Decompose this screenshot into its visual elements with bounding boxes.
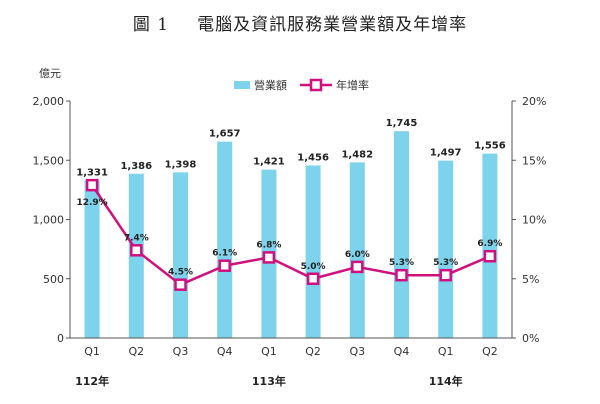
bar-value-label: 1,386	[120, 161, 152, 172]
bar	[217, 141, 233, 338]
growth-rate-label: 6.9%	[477, 239, 502, 249]
bar	[173, 172, 188, 338]
year-group-label: 113年	[252, 374, 286, 388]
x-tick-label: Q2	[305, 345, 321, 358]
bar	[482, 153, 498, 338]
growth-rate-label: 6.1%	[212, 249, 237, 259]
y-right-tick-label: 5%	[522, 273, 539, 286]
year-group-label: 112年	[75, 374, 109, 388]
bar-value-label: 1,482	[341, 149, 373, 160]
bar-value-label: 1,556	[474, 141, 506, 152]
growth-rate-marker	[483, 249, 497, 263]
bar-value-label: 1,421	[253, 157, 285, 168]
figure-title: 電腦及資訊服務業營業額及年增率	[197, 15, 468, 35]
bar-value-label: 1,331	[76, 167, 108, 178]
legend-label-revenue: 營業額	[254, 79, 287, 92]
growth-rate-marker	[306, 272, 320, 285]
bar	[394, 131, 409, 338]
x-tick-label: Q1	[84, 345, 100, 358]
bar-value-label: 1,497	[430, 148, 462, 159]
growth-rate-label: 4.5%	[168, 268, 193, 278]
growth-rate-marker	[395, 268, 408, 282]
bar	[438, 160, 454, 338]
y-right-tick-label: 20%	[522, 95, 546, 108]
legend-label-growth: 年增率	[336, 78, 369, 92]
year-group-label: 114年	[429, 374, 463, 388]
growth-rate-label: 5.0%	[301, 262, 326, 272]
x-tick-label: Q1	[438, 345, 454, 358]
growth-rate-marker	[218, 259, 231, 272]
bar-value-label: 1,456	[297, 152, 329, 163]
figure-number: 圖 1	[132, 15, 170, 35]
growth-rate-line	[91, 184, 491, 287]
y-left-tick-label: 0	[57, 332, 64, 345]
y-left-tick-label: 500	[43, 273, 64, 286]
bar	[349, 162, 365, 338]
bar	[305, 165, 321, 338]
growth-rate-label: 6.0%	[345, 250, 370, 260]
growth-rate-label: 5.3%	[433, 258, 458, 268]
x-tick-label: Q3	[349, 345, 365, 358]
growth-rate-marker	[85, 178, 99, 192]
legend-swatch-revenue	[234, 81, 250, 89]
y-left-tick-label: 1,500	[33, 154, 65, 167]
growth-rate-marker	[262, 251, 276, 264]
growth-rate-label: 5.3%	[389, 258, 414, 268]
y-right-tick-label: 15%	[522, 154, 546, 167]
growth-rate-marker	[174, 278, 187, 291]
growth-rate-label: 7.4%	[124, 233, 149, 243]
bar-value-label: 1,745	[386, 118, 418, 129]
chart-title: 圖 1 電腦及資訊服務業營業額及年增率	[0, 10, 600, 35]
x-tick-label: Q4	[217, 345, 233, 358]
x-tick-label: Q3	[173, 345, 189, 358]
y-left-tick-label: 1,000	[33, 214, 65, 227]
y-left-tick-label: 2,000	[33, 95, 65, 108]
growth-rate-marker	[130, 244, 143, 257]
y-right-tick-label: 10%	[522, 214, 546, 227]
y-right-tick-label: 0%	[522, 332, 539, 345]
growth-rate-marker	[351, 260, 364, 274]
bar-value-label: 1,657	[209, 129, 241, 140]
growth-rate-label: 12.9%	[76, 198, 107, 208]
x-tick-label: Q4	[394, 345, 410, 358]
x-tick-label: Q2	[482, 345, 498, 358]
x-tick-label: Q2	[128, 345, 144, 358]
x-tick-label: Q1	[261, 345, 277, 358]
growth-rate-label: 6.8%	[256, 240, 281, 250]
bar-value-label: 1,398	[165, 159, 197, 170]
growth-rate-marker	[439, 268, 452, 282]
legend-swatch-growth-marker	[309, 78, 323, 92]
y-left-unit-label: 億元	[39, 67, 61, 80]
bar	[84, 180, 100, 338]
